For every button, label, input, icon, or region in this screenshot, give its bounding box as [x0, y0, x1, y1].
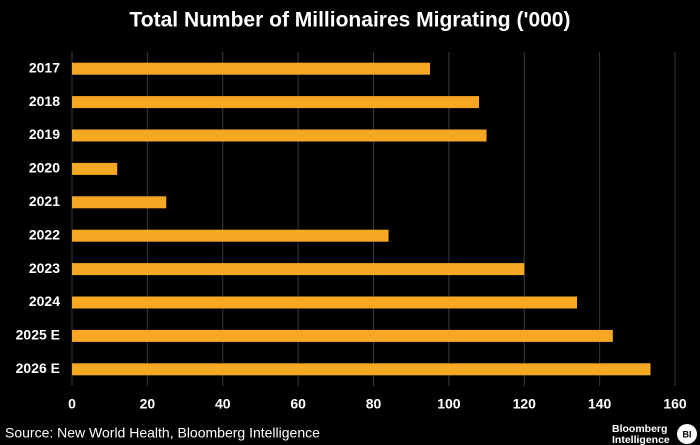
chart-title: Total Number of Millionaires Migrating (… [130, 9, 571, 32]
bar [72, 363, 651, 376]
y-tick-label: 2023 [29, 260, 60, 276]
x-tick-label: 40 [215, 396, 231, 412]
y-tick-label: 2025 E [16, 327, 60, 343]
bar [72, 96, 480, 109]
x-tick-label: 80 [366, 396, 382, 412]
y-tick-label: 2022 [29, 226, 60, 242]
bar [72, 196, 167, 209]
bar [72, 162, 118, 175]
bar [72, 62, 431, 75]
x-tick-label: 0 [68, 396, 76, 412]
logo-line: Intelligence [612, 434, 670, 445]
bar [72, 129, 487, 142]
bar [72, 296, 578, 309]
logo-badge: BI [683, 429, 692, 439]
bar [72, 263, 525, 276]
y-tick-label: 2024 [29, 293, 60, 309]
y-tick-label: 2018 [29, 93, 60, 109]
x-tick-label: 60 [290, 396, 306, 412]
y-tick-label: 2021 [29, 193, 60, 209]
bar [72, 329, 613, 342]
x-tick-label: 100 [437, 396, 461, 412]
logo-badge-circle [677, 424, 697, 444]
y-tick-label: 2020 [29, 160, 60, 176]
x-tick-label: 160 [663, 396, 687, 412]
bar [72, 229, 389, 242]
y-tick-label: 2019 [29, 126, 60, 142]
source: Source: New World Health, Bloomberg Inte… [5, 425, 320, 441]
x-tick-label: 20 [140, 396, 156, 412]
y-tick-label: 2017 [29, 59, 60, 75]
x-tick-label: 120 [513, 396, 537, 412]
x-tick-label: 140 [588, 396, 612, 412]
logo-line: Bloomberg [612, 423, 667, 435]
y-tick-label: 2026 E [16, 360, 60, 376]
